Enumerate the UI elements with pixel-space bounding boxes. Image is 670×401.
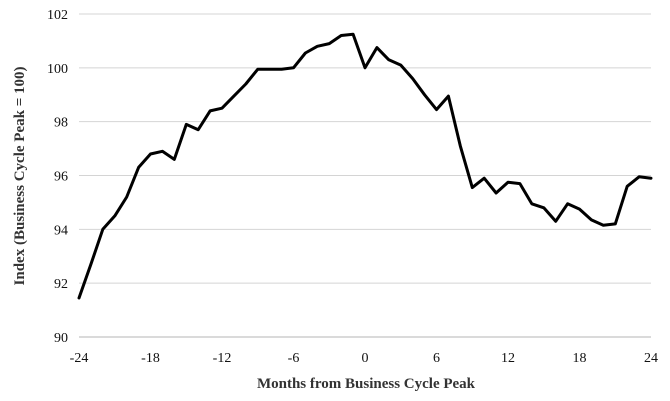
x-tick-label: 24 bbox=[644, 351, 658, 366]
x-tick-label: 6 bbox=[433, 351, 440, 366]
y-tick-label: 102 bbox=[47, 8, 68, 23]
y-tick-labels: 90 92 94 96 98 100 102 bbox=[47, 8, 68, 346]
x-tick-label: 18 bbox=[573, 351, 587, 366]
y-tick-label: 90 bbox=[54, 331, 68, 346]
x-tick-label: 0 bbox=[362, 351, 369, 366]
x-tick-label: -6 bbox=[288, 351, 300, 366]
y-tick-label: 98 bbox=[54, 116, 68, 131]
series-line-1 bbox=[77, 32, 653, 300]
y-tick-label: 100 bbox=[47, 62, 68, 77]
x-tick-labels: -24 -18 -12 -6 0 6 12 18 24 bbox=[70, 351, 658, 366]
x-tick-label: -12 bbox=[213, 351, 232, 366]
y-tick-label: 94 bbox=[54, 223, 68, 238]
y-axis-title: Index (Business Cycle Peak = 100) bbox=[12, 67, 28, 286]
x-tick-label: -18 bbox=[141, 351, 160, 366]
y-tick-label: 92 bbox=[54, 277, 68, 292]
x-axis-title: Months from Business Cycle Peak bbox=[257, 376, 476, 392]
gridlines bbox=[79, 13, 651, 338]
x-tick-label: 12 bbox=[501, 351, 515, 366]
y-tick-label: 96 bbox=[54, 170, 68, 185]
x-tick-label: -24 bbox=[70, 351, 89, 366]
series-layer bbox=[77, 32, 653, 300]
